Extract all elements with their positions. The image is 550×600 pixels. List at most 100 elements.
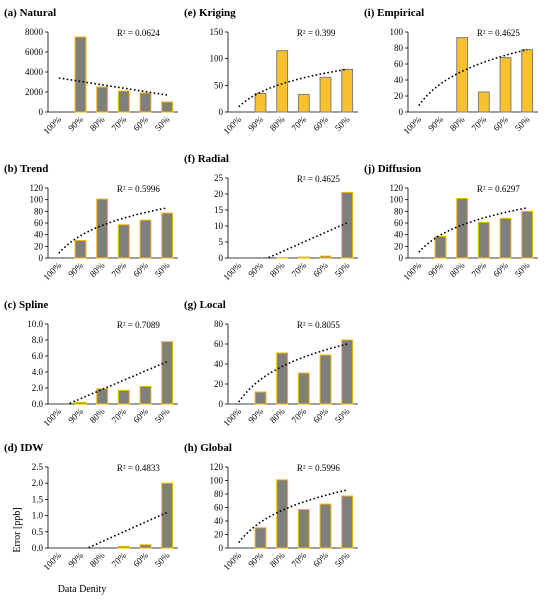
r-squared-label: R² = 0.0624 xyxy=(117,28,161,38)
y-tick-label: 20 xyxy=(394,91,404,101)
y-tick-label: 20 xyxy=(214,189,224,199)
y-tick-label: 6.0 xyxy=(32,351,44,361)
y-tick-label: 20 xyxy=(214,530,224,540)
y-tick-label: 100 xyxy=(390,27,404,37)
x-tick-label: 100% xyxy=(221,114,243,136)
bar-70pct xyxy=(117,224,130,259)
y-tick-label: 0.5 xyxy=(32,527,44,537)
bar-90pct xyxy=(74,36,87,113)
y-tick-label: 150 xyxy=(210,27,224,37)
chart-title: (c) Spline xyxy=(4,299,48,311)
x-tick-label: 50% xyxy=(333,550,352,569)
y-tick-label: 100 xyxy=(390,195,404,205)
y-tick-label: 80 xyxy=(34,206,44,216)
y-tick-label: 40 xyxy=(394,75,404,85)
chart-panel-local: (g) Local 0 20 40 60 80 100% 90% 80% 70% 60% 50% R² … xyxy=(184,299,358,428)
y-tick-label: 0 xyxy=(399,253,404,263)
bar-60pct xyxy=(499,57,512,113)
x-tick-label: 60% xyxy=(131,550,150,569)
x-tick-label: 80% xyxy=(268,406,287,425)
bar-90pct xyxy=(254,391,267,405)
y-tick-label: 5 xyxy=(219,237,224,247)
y-tick-label: 0 xyxy=(39,107,44,117)
chart-title: (j) Diffusion xyxy=(364,163,421,175)
x-tick-label: 60% xyxy=(491,260,510,279)
x-tick-label: 80% xyxy=(88,406,107,425)
x-tick-label: 100% xyxy=(221,550,243,572)
x-tick-label: 90% xyxy=(246,260,265,279)
bar-70pct xyxy=(117,90,130,113)
bar-80pct xyxy=(276,50,289,113)
x-tick-label: 100% xyxy=(41,260,63,282)
bar-70pct xyxy=(297,509,310,549)
x-tick-label: 60% xyxy=(491,114,510,133)
bar-90pct xyxy=(74,401,87,405)
x-tick-label: 80% xyxy=(88,260,107,279)
x-tick-label: 70% xyxy=(110,114,129,133)
y-tick-label: 1.0 xyxy=(32,511,44,521)
figure-x-axis-label: Data Denity xyxy=(58,584,107,595)
x-tick-label: 50% xyxy=(333,406,352,425)
x-tick-label: 90% xyxy=(66,550,85,569)
y-tick-label: 0 xyxy=(39,253,44,263)
r-squared-label: R² = 0.7089 xyxy=(117,320,161,330)
chart-title: (e) Kriging xyxy=(184,7,236,19)
y-tick-label: 4.0 xyxy=(32,367,44,377)
r-squared-label: R² = 0.4833 xyxy=(117,463,161,473)
chart-title: (f) Radial xyxy=(184,153,229,165)
x-tick-label: 50% xyxy=(333,114,352,133)
chart-title: (b) Trend xyxy=(4,163,48,175)
trendline xyxy=(58,207,168,254)
chart-panel-radial: (f) Radial 0 5 10 15 20 25 100% 90% 80% 70% 60% 50% R… xyxy=(184,153,358,282)
x-tick-label: 100% xyxy=(41,114,63,136)
x-tick-label: 80% xyxy=(268,550,287,569)
y-tick-label: 8.0 xyxy=(32,335,44,345)
r-squared-label: R² = 0.4625 xyxy=(297,174,341,184)
y-tick-label: 80 xyxy=(394,43,404,53)
bar-60pct xyxy=(139,92,152,113)
chart-title: (h) Global xyxy=(184,442,232,454)
x-tick-label: 50% xyxy=(153,114,172,133)
bar-90pct xyxy=(434,235,447,259)
chart-panel-natural: (a) Natural 0 2000 4000 6000 8000 100% 90% 80% 70… xyxy=(4,7,178,136)
bar-50pct xyxy=(341,339,354,405)
bar-70pct xyxy=(477,91,490,113)
x-tick-label: 50% xyxy=(333,260,352,279)
bar-60pct xyxy=(139,544,152,549)
bar-80pct xyxy=(276,352,289,405)
trendline xyxy=(69,360,168,405)
x-tick-label: 90% xyxy=(246,406,265,425)
x-tick-label: 90% xyxy=(66,260,85,279)
y-tick-label: 2000 xyxy=(25,87,44,97)
figure-y-axis-label: Error [ppb] xyxy=(12,507,23,552)
y-tick-label: 10.0 xyxy=(27,319,43,329)
r-squared-label: R² = 0.8055 xyxy=(297,320,341,330)
bar-50pct xyxy=(161,341,174,405)
x-tick-label: 90% xyxy=(246,114,265,133)
x-tick-label: 90% xyxy=(246,550,265,569)
chart-panel-global: (h) Global 0 20 40 60 80 100 120 100% 90% 80% 70% 60… xyxy=(184,442,358,572)
y-tick-label: 120 xyxy=(390,183,404,193)
bar-60pct xyxy=(319,255,332,259)
bar-60pct xyxy=(499,217,512,259)
y-tick-label: 60 xyxy=(394,218,404,228)
bar-60pct xyxy=(139,385,152,405)
bar-50pct xyxy=(161,482,174,549)
y-tick-label: 0.0 xyxy=(32,543,44,553)
y-tick-label: 40 xyxy=(214,516,224,526)
chart-panel-empirical: (i) Empirical 0 20 40 60 80 100 100% 90% 80% 70% 60… xyxy=(364,7,538,136)
bar-80pct xyxy=(96,86,109,113)
x-tick-label: 70% xyxy=(290,406,309,425)
x-tick-label: 90% xyxy=(66,406,85,425)
x-tick-label: 80% xyxy=(268,114,287,133)
x-tick-label: 90% xyxy=(66,114,85,133)
y-tick-label: 0 xyxy=(399,107,404,117)
chart-title: (i) Empirical xyxy=(364,7,424,19)
y-tick-label: 80 xyxy=(214,319,224,329)
x-tick-label: 100% xyxy=(401,114,423,136)
y-tick-label: 120 xyxy=(210,462,224,472)
bar-60pct xyxy=(319,354,332,405)
